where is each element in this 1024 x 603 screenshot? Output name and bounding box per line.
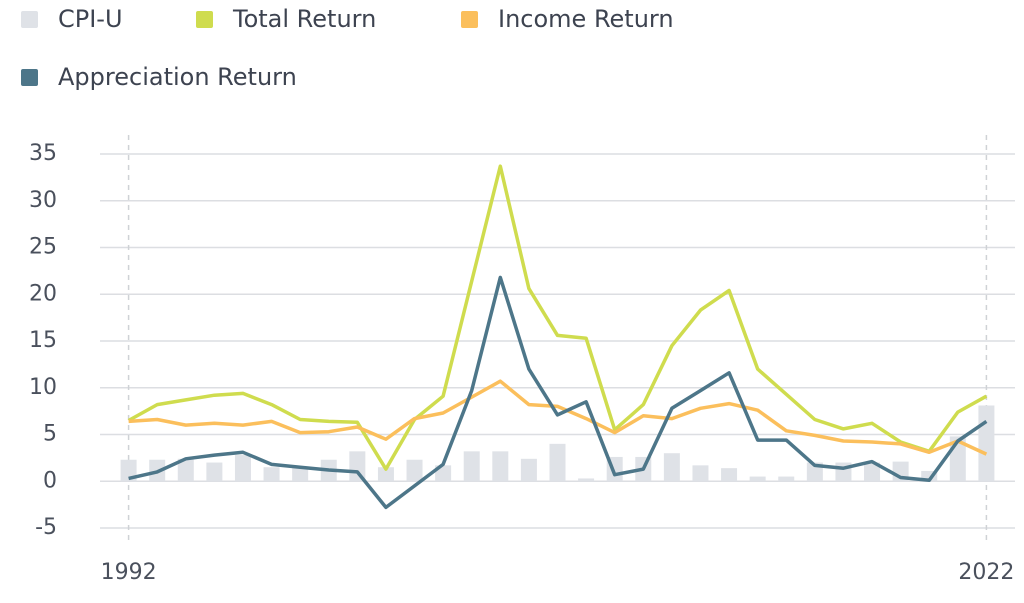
legend-swatch: [461, 11, 478, 28]
bar: [778, 476, 795, 482]
y-tick-label: 20: [29, 281, 57, 306]
legend-swatch: [196, 11, 213, 28]
x-tick-label: 2022: [958, 560, 1014, 585]
x-tick-label: 1992: [101, 560, 157, 585]
bar: [492, 451, 509, 482]
bar: [921, 470, 938, 482]
bar: [749, 476, 766, 482]
legend-label: Appreciation Return: [58, 63, 297, 91]
bar: [349, 451, 366, 482]
line: [127, 164, 988, 471]
bar: [206, 462, 223, 482]
legend-label: Income Return: [498, 5, 674, 33]
bar: [463, 451, 480, 482]
legend-swatch: [21, 11, 38, 28]
bar: [177, 458, 194, 482]
bar: [578, 478, 595, 482]
legend-label: Total Return: [232, 5, 376, 33]
y-tick-label: 15: [29, 328, 57, 353]
bar: [234, 455, 251, 482]
legend-swatch: [21, 69, 38, 86]
y-tick-label: 10: [29, 375, 57, 400]
bar: [263, 467, 280, 482]
bar: [520, 458, 537, 482]
y-tick-label: 35: [29, 141, 57, 166]
bar: [406, 459, 423, 482]
bar: [549, 443, 566, 482]
bar: [377, 467, 394, 482]
y-tick-label: 5: [43, 422, 57, 447]
bar: [692, 465, 709, 482]
y-tick-label: 0: [43, 468, 57, 493]
bar: [663, 453, 680, 482]
legend-label: CPI-U: [58, 5, 123, 33]
bar: [292, 467, 309, 482]
y-tick-label: 30: [29, 188, 57, 213]
bar: [721, 468, 738, 482]
line: [128, 379, 988, 456]
line: [128, 275, 988, 510]
y-tick-label: -5: [35, 515, 57, 540]
bar: [864, 462, 881, 482]
y-tick-label: 25: [29, 235, 57, 260]
bar: [978, 405, 995, 482]
